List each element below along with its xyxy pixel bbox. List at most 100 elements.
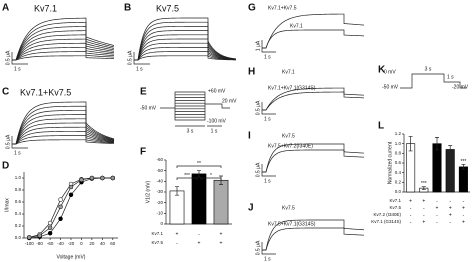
current-trace <box>12 26 115 61</box>
label: + <box>422 219 425 225</box>
label: -30 <box>156 189 163 194</box>
point <box>47 225 53 231</box>
label: 3 s <box>425 66 432 72</box>
current-trace <box>134 17 237 61</box>
scale-bar <box>261 40 276 53</box>
error-bar <box>408 136 413 152</box>
label: F <box>140 147 146 158</box>
current-trace <box>12 55 115 61</box>
scale-bar <box>261 102 276 115</box>
label: 0.4 <box>395 170 402 175</box>
label: Kv7.1 <box>34 3 57 13</box>
scale-bar <box>11 52 28 65</box>
current-trace <box>262 143 365 173</box>
scale-bar <box>133 52 150 65</box>
current-trace <box>134 42 237 61</box>
label: I <box>248 131 251 142</box>
label: 0.6 <box>395 160 402 165</box>
error-bar <box>461 164 466 170</box>
current-trace <box>12 38 115 61</box>
label: 1 s <box>211 128 218 134</box>
label: 0.2 <box>15 223 22 228</box>
current-trace <box>262 219 365 251</box>
label: 0.8 <box>395 151 402 156</box>
label: - <box>410 212 412 218</box>
voltage-protocol <box>400 73 466 89</box>
label: G <box>248 3 256 14</box>
label: *** <box>460 159 466 165</box>
point <box>47 230 53 236</box>
point <box>58 204 63 210</box>
label: 0.5 μA <box>255 100 261 115</box>
label: + <box>220 240 223 246</box>
current-trace <box>12 114 115 145</box>
bar <box>432 143 442 193</box>
point <box>37 233 42 238</box>
label: Kv7.5 <box>156 3 179 13</box>
label: -50 <box>156 168 163 173</box>
current-trace <box>134 21 237 61</box>
bar <box>458 166 468 193</box>
label: -20 <box>68 241 75 246</box>
label: -50 mV <box>140 105 157 111</box>
current-trace <box>262 87 365 111</box>
current-trace <box>12 101 115 145</box>
label: 1 s <box>136 66 143 72</box>
label: - <box>436 219 438 225</box>
label: B <box>124 3 131 14</box>
current-trace <box>12 30 115 61</box>
label: Kv7.1 (G314S) <box>371 219 401 224</box>
point <box>68 184 74 190</box>
label: + <box>449 205 452 211</box>
label: *** <box>421 181 427 187</box>
current-trace <box>262 91 365 111</box>
label: -50 mV <box>382 84 399 90</box>
label: Kv7.1+Kv7.1(G314S) <box>268 85 316 91</box>
label: C <box>2 87 9 98</box>
point <box>110 175 116 181</box>
label: - <box>410 205 412 211</box>
sig-bracket <box>176 165 222 168</box>
label: 3 s <box>187 128 194 134</box>
label: K <box>378 65 386 76</box>
label: -20 <box>156 200 163 205</box>
label: 1 s <box>264 256 271 262</box>
point <box>89 175 95 181</box>
label: Kv7.5 <box>282 133 295 139</box>
label: 1.0 <box>395 141 402 146</box>
label: -100 mV <box>207 118 227 124</box>
label: -100 <box>25 241 35 246</box>
label: *** <box>184 173 190 179</box>
label: 1 s <box>14 66 21 72</box>
label: - <box>449 219 451 225</box>
label: + <box>436 205 439 211</box>
current-trace <box>12 122 115 145</box>
label: +60 mV <box>208 88 226 94</box>
voltage-protocol <box>160 91 230 121</box>
label: Kv7.2 (I340E) <box>373 212 401 217</box>
label: + <box>449 212 452 218</box>
label: Kv7.5+Kv7.1(G314S) <box>268 221 316 227</box>
label: -20 mV <box>452 84 469 90</box>
current-trace <box>134 30 237 61</box>
current-trace <box>262 13 365 49</box>
point <box>58 197 63 202</box>
label: 0 <box>160 221 163 226</box>
error-bar <box>175 186 179 196</box>
label: ** <box>197 161 201 167</box>
label: Kv7.5 <box>151 240 163 245</box>
point <box>68 192 74 198</box>
current-trace <box>12 47 115 61</box>
label: 0 <box>80 241 83 246</box>
point <box>26 235 32 240</box>
label: I/Imax <box>4 198 10 212</box>
label: 0.0 <box>15 235 22 240</box>
label: 1 μA <box>255 40 261 51</box>
current-trace <box>12 21 115 61</box>
error-bar <box>435 137 439 151</box>
label: 1.2 <box>395 131 402 136</box>
label: - <box>198 231 200 237</box>
label: - <box>410 219 412 225</box>
label: 1 s <box>264 54 271 60</box>
